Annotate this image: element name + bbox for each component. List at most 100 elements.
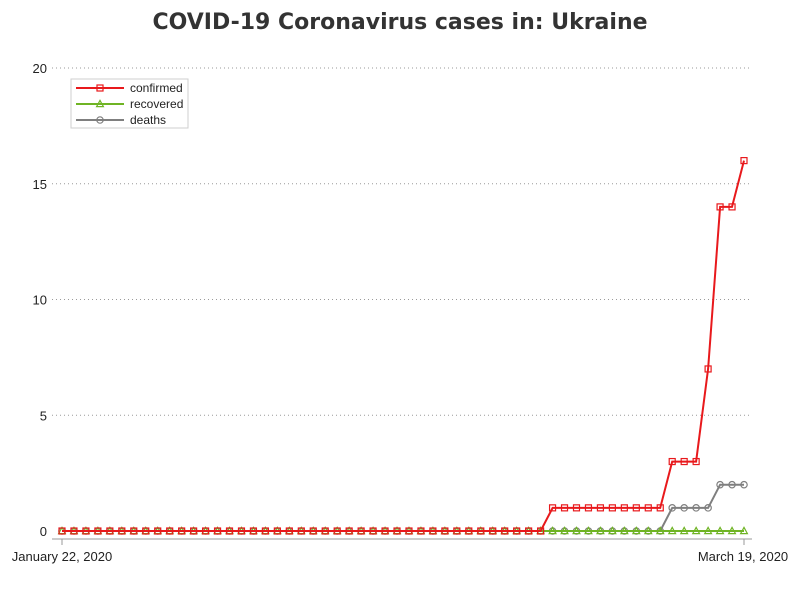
data-point-confirmed bbox=[584, 504, 593, 512]
data-point-recovered bbox=[584, 526, 593, 535]
series-lines bbox=[57, 157, 749, 535]
data-point-confirmed bbox=[142, 527, 150, 535]
data-point-confirmed bbox=[321, 527, 329, 535]
legend-marker bbox=[96, 116, 104, 124]
data-point-confirmed bbox=[82, 527, 90, 535]
data-point-confirmed bbox=[536, 527, 545, 535]
data-point-confirmed bbox=[178, 527, 186, 535]
data-point-confirmed bbox=[225, 527, 234, 535]
data-point-confirmed bbox=[58, 527, 66, 535]
data-point-confirmed bbox=[560, 504, 569, 512]
y-tick-label: 20 bbox=[33, 61, 47, 76]
data-point-confirmed bbox=[489, 527, 497, 535]
data-point-confirmed bbox=[285, 527, 293, 535]
data-point-recovered bbox=[607, 526, 617, 535]
data-point-recovered bbox=[643, 526, 653, 535]
data-point-recovered bbox=[596, 526, 605, 535]
data-point-confirmed bbox=[608, 504, 616, 512]
legend-item-confirmed: confirmed bbox=[76, 81, 183, 95]
data-point-confirmed bbox=[166, 527, 174, 535]
x-tick-label: March 19, 2020 bbox=[698, 549, 788, 564]
y-tick-label: 5 bbox=[40, 408, 47, 423]
data-point-confirmed bbox=[620, 504, 628, 512]
data-point-deaths bbox=[740, 480, 748, 489]
y-tick-label: 15 bbox=[33, 177, 47, 192]
data-point-recovered bbox=[703, 526, 713, 535]
data-point-confirmed bbox=[704, 365, 712, 373]
data-point-confirmed bbox=[513, 527, 521, 535]
data-point-confirmed bbox=[644, 504, 652, 512]
data-point-confirmed bbox=[106, 527, 114, 535]
data-point-confirmed bbox=[154, 527, 162, 535]
data-point-confirmed bbox=[441, 527, 449, 535]
data-point-confirmed bbox=[237, 527, 246, 535]
legend-label: recovered bbox=[130, 97, 183, 111]
data-point-confirmed bbox=[369, 527, 377, 535]
data-point-confirmed bbox=[405, 527, 413, 535]
legend-item-deaths: deaths bbox=[76, 113, 166, 127]
data-point-confirmed bbox=[632, 504, 640, 512]
data-point-confirmed bbox=[201, 527, 210, 535]
data-point-recovered bbox=[548, 526, 557, 535]
data-point-confirmed bbox=[740, 157, 748, 165]
x-tick-label: January 22, 2020 bbox=[12, 549, 112, 564]
data-point-confirmed bbox=[333, 527, 341, 535]
data-point-deaths bbox=[680, 504, 688, 512]
chart-title: COVID-19 Coronavirus cases in: Ukraine bbox=[152, 10, 648, 35]
data-point-confirmed bbox=[130, 527, 138, 535]
data-point-confirmed bbox=[668, 457, 676, 466]
legend: confirmed recovered deaths bbox=[70, 78, 189, 129]
data-point-recovered bbox=[727, 526, 737, 535]
data-point-confirmed bbox=[572, 504, 581, 512]
data-point-recovered bbox=[691, 526, 701, 535]
data-point-deaths bbox=[668, 504, 677, 512]
data-point-confirmed bbox=[716, 203, 724, 211]
data-point-confirmed bbox=[692, 457, 700, 466]
y-tick-label: 0 bbox=[40, 524, 47, 539]
data-point-confirmed bbox=[429, 527, 437, 535]
data-point-confirmed bbox=[477, 527, 485, 535]
data-point-confirmed bbox=[261, 527, 270, 535]
data-point-recovered bbox=[715, 526, 725, 535]
grid-lines bbox=[52, 67, 752, 416]
y-tick-label: 10 bbox=[33, 293, 47, 308]
data-point-confirmed bbox=[381, 527, 389, 535]
data-point-confirmed bbox=[190, 527, 198, 535]
data-point-confirmed bbox=[393, 527, 401, 535]
data-point-confirmed bbox=[417, 527, 425, 535]
data-point-recovered bbox=[679, 526, 689, 535]
data-point-confirmed bbox=[453, 527, 461, 535]
data-point-confirmed bbox=[273, 527, 281, 535]
data-point-confirmed bbox=[309, 527, 317, 535]
data-point-deaths bbox=[704, 504, 712, 512]
data-point-recovered bbox=[560, 526, 569, 535]
legend-label: confirmed bbox=[130, 81, 183, 95]
data-point-recovered bbox=[572, 526, 581, 535]
data-point-confirmed bbox=[70, 527, 78, 535]
legend-item-recovered: recovered bbox=[76, 97, 183, 111]
data-point-deaths bbox=[692, 504, 700, 512]
data-point-confirmed bbox=[596, 504, 605, 512]
data-point-recovered bbox=[739, 526, 749, 535]
data-point-recovered bbox=[619, 526, 629, 535]
data-point-confirmed bbox=[656, 504, 664, 512]
data-point-recovered bbox=[655, 526, 665, 535]
data-point-confirmed bbox=[525, 527, 533, 535]
legend-marker bbox=[96, 84, 104, 92]
data-point-confirmed bbox=[465, 527, 473, 535]
data-point-confirmed bbox=[213, 527, 222, 535]
data-point-recovered bbox=[667, 526, 677, 535]
legend-marker bbox=[95, 99, 105, 108]
data-point-confirmed bbox=[94, 527, 102, 535]
data-point-confirmed bbox=[728, 203, 736, 211]
data-point-confirmed bbox=[501, 527, 509, 535]
series-line-confirmed bbox=[62, 160, 745, 532]
data-point-confirmed bbox=[357, 527, 365, 535]
axes: 0 5 10 15 20 January 22, 2020 March 19, 2020 bbox=[12, 61, 788, 564]
data-point-confirmed bbox=[548, 504, 557, 512]
data-point-deaths bbox=[716, 480, 724, 489]
data-point-confirmed bbox=[297, 527, 305, 535]
data-point-confirmed bbox=[680, 457, 688, 466]
data-point-confirmed bbox=[249, 527, 258, 535]
